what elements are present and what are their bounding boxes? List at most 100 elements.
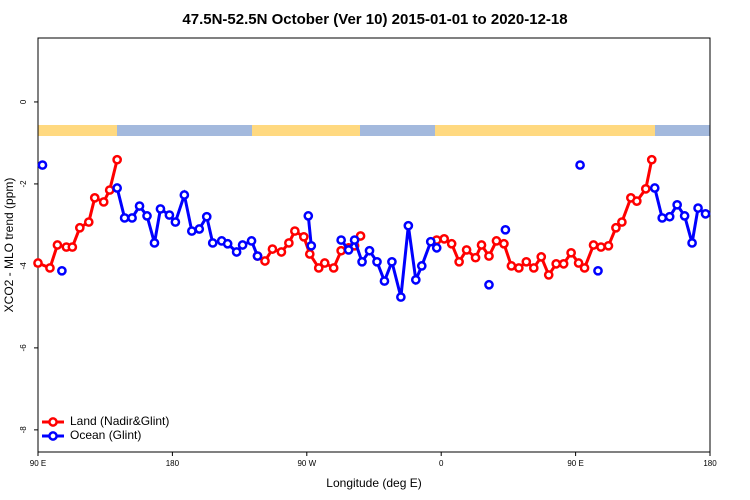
data-point (222, 238, 233, 249)
data-point (313, 263, 324, 273)
data-point (364, 245, 375, 256)
data-point (566, 247, 576, 258)
data-point (319, 258, 330, 268)
data-point (372, 256, 382, 267)
x-tick-label: 180 (703, 459, 717, 468)
data-point (260, 256, 270, 266)
data-point (303, 211, 314, 221)
ocean-strip (360, 125, 435, 136)
data-point (207, 238, 218, 248)
data-point (575, 160, 585, 170)
ocean-strip (655, 125, 710, 136)
data-point (631, 196, 642, 206)
data-point (267, 244, 278, 254)
data-point (476, 240, 487, 250)
data-point (543, 270, 554, 280)
data-point (89, 193, 100, 203)
data-point (499, 238, 509, 249)
data-point (33, 258, 43, 268)
data-point (170, 217, 181, 227)
data-point (679, 211, 690, 221)
legend-marker (48, 431, 58, 441)
data-point (276, 247, 287, 257)
series-line (306, 215, 313, 246)
data-point (611, 222, 621, 233)
data-point (57, 265, 67, 276)
data-point (336, 235, 346, 245)
y-tick-label: -4 (19, 262, 28, 270)
data-point (155, 204, 166, 214)
data-point (693, 203, 703, 213)
data-point (446, 238, 457, 249)
data-point (439, 234, 450, 244)
data-point (491, 236, 502, 246)
data-point (596, 242, 606, 252)
data-point (45, 263, 55, 273)
data-point (142, 211, 152, 221)
data-point (484, 279, 494, 290)
data-point (649, 183, 660, 193)
y-tick-label: -8 (19, 426, 28, 434)
chart-title: 47.5N-52.5N October (Ver 10) 2015-01-01 … (182, 11, 567, 28)
surface-mask-strip (38, 125, 710, 136)
data-point (98, 197, 109, 207)
data-point (290, 226, 300, 236)
y-tick-label: 0 (19, 99, 28, 104)
data-point (593, 265, 603, 276)
data-point (700, 208, 711, 219)
data-point (252, 251, 263, 261)
data-point (657, 213, 668, 223)
data-point (246, 236, 257, 246)
data-point (431, 243, 442, 253)
y-axis-label: XCO2 - MLO trend (ppm) (2, 178, 16, 313)
data-point (672, 199, 682, 210)
data-point (687, 238, 697, 248)
data-point (646, 154, 657, 165)
data-point (134, 201, 145, 211)
data-point (127, 213, 137, 223)
data-point (112, 183, 122, 193)
data-point (403, 220, 414, 231)
data-point (603, 240, 614, 251)
data-point (237, 240, 248, 250)
data-point (231, 247, 242, 257)
data-point (536, 252, 547, 262)
data-point (349, 235, 360, 245)
x-tick-label: 90 E (567, 459, 583, 468)
plot-frame (37, 37, 711, 453)
data-point (194, 224, 205, 234)
data-point (328, 263, 339, 273)
legend-marker (48, 417, 58, 427)
series-line (37, 159, 119, 270)
data-point (298, 231, 309, 242)
x-tick-label: 90 E (30, 459, 46, 468)
x-tick-label: 90 W (297, 459, 316, 468)
data-point (500, 224, 511, 235)
x-axis-label: Longitude (deg E) (326, 476, 421, 490)
data-point (284, 238, 294, 248)
x-tick-label: 180 (166, 459, 180, 468)
data-point (37, 160, 48, 170)
data-point (416, 261, 427, 271)
data-point (201, 211, 212, 222)
data-point (357, 256, 367, 267)
data-point (617, 217, 627, 227)
data-point (343, 245, 354, 255)
data-point (454, 256, 464, 267)
data-point (470, 252, 481, 263)
data-point (588, 240, 599, 250)
legend-label: Ocean (Glint) (70, 428, 141, 442)
data-point (484, 251, 494, 261)
data-point (306, 240, 317, 251)
data-point (379, 276, 390, 286)
data-point (304, 249, 315, 259)
data-point (461, 245, 472, 255)
data-point (52, 240, 63, 250)
data-point (336, 245, 346, 256)
data-point (664, 211, 675, 222)
data-point (387, 256, 397, 267)
data-point (74, 222, 85, 233)
data-point (551, 259, 562, 269)
data-point (514, 263, 524, 273)
